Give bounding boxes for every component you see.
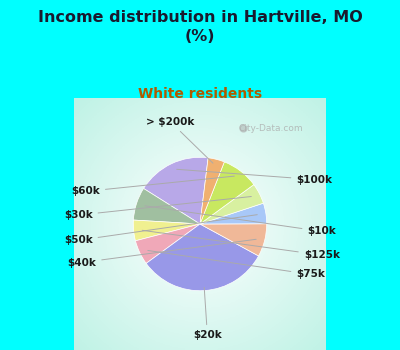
- Wedge shape: [144, 157, 208, 224]
- Wedge shape: [200, 203, 267, 224]
- Text: $75k: $75k: [148, 251, 325, 279]
- Text: $20k: $20k: [193, 287, 222, 340]
- Text: White residents: White residents: [138, 88, 262, 102]
- Wedge shape: [200, 224, 267, 256]
- Text: $100k: $100k: [177, 169, 332, 184]
- Wedge shape: [133, 220, 200, 241]
- Wedge shape: [136, 224, 200, 264]
- Text: $60k: $60k: [71, 176, 234, 196]
- Text: $10k: $10k: [145, 206, 336, 236]
- Text: Income distribution in Hartville, MO
(%): Income distribution in Hartville, MO (%): [38, 10, 362, 44]
- Wedge shape: [200, 158, 224, 224]
- Text: > $200k: > $200k: [146, 117, 213, 163]
- Text: City-Data.com: City-Data.com: [238, 124, 303, 133]
- Wedge shape: [200, 162, 254, 224]
- Wedge shape: [200, 184, 263, 224]
- Text: $40k: $40k: [67, 239, 256, 267]
- Text: $50k: $50k: [64, 215, 257, 245]
- Wedge shape: [146, 224, 258, 291]
- Wedge shape: [134, 188, 200, 224]
- Text: $30k: $30k: [64, 196, 251, 220]
- Text: $125k: $125k: [142, 230, 340, 260]
